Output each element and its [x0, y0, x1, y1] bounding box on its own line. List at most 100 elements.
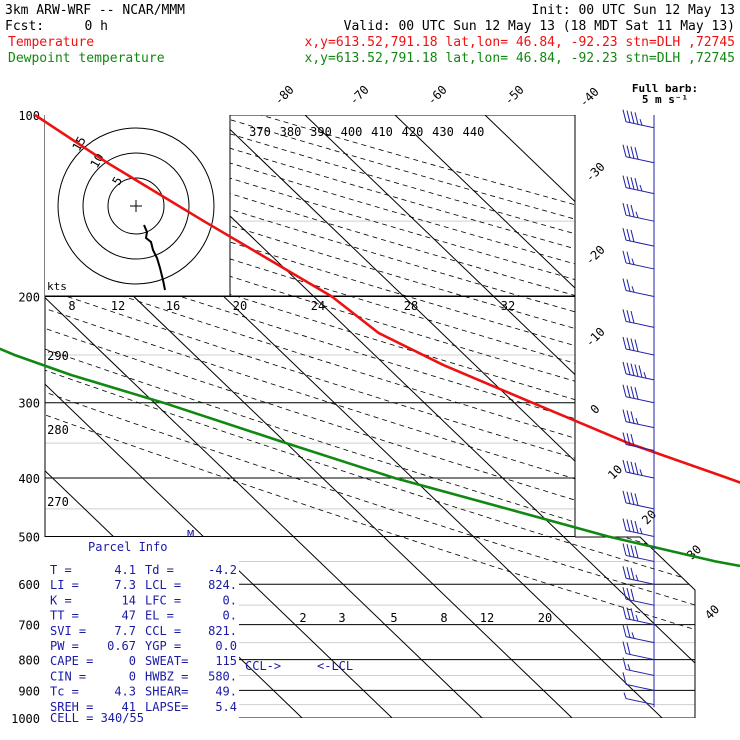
pressure-tick-label: 400 — [18, 472, 40, 486]
wind-barb — [622, 606, 655, 626]
isotherm — [214, 115, 695, 718]
parcel-param-value: 115 — [215, 654, 237, 668]
wind-barb — [622, 175, 655, 195]
wind-barb — [622, 409, 655, 429]
hodograph-axis-label: 12 — [111, 299, 125, 313]
pressure-tick-label: 500 — [18, 530, 40, 544]
dry-adiabat — [45, 115, 695, 718]
parcel-param-name: LCL = — [145, 578, 181, 592]
mixing-ratio-label: 2 — [299, 611, 306, 625]
parcel-param-value: 0.0 — [215, 639, 237, 653]
pressure-tick-label: 700 — [18, 619, 40, 633]
hodograph-trace — [143, 224, 166, 291]
hodograph-ring — [82, 152, 190, 260]
isotherm-label: -60 — [425, 83, 450, 108]
barb-legend-unit: 5 m s⁻¹ — [642, 93, 688, 106]
theta-label: 420 — [402, 125, 424, 139]
hodograph-ring — [57, 127, 215, 285]
theta-label: 410 — [371, 125, 393, 139]
parcel-param-value: -4.2 — [208, 563, 237, 577]
hodograph-axis-label: 8 — [68, 299, 75, 313]
wind-barb — [622, 309, 655, 328]
wind-barb — [622, 624, 655, 644]
parcel-param-name: HWBZ = — [145, 669, 188, 683]
theta-label: 400 — [341, 125, 363, 139]
lcl-marker: <-LCL — [317, 659, 353, 673]
parcel-info-row: T = 4.1 Td = -4.2 — [50, 563, 237, 577]
barb-legend-title: Full barb: — [632, 82, 698, 95]
theta-label: 430 — [432, 125, 454, 139]
parcel-param-name: T = — [50, 563, 72, 577]
pressure-tick-label: 1000 — [11, 712, 40, 726]
wind-barb — [622, 657, 655, 676]
mixing-ratio-label: 5 — [390, 611, 397, 625]
mixing-ratio-label: 8 — [440, 611, 447, 625]
wind-barb — [622, 228, 655, 247]
isotherm-label: -20 — [583, 243, 608, 268]
dry-adiabat — [45, 115, 695, 718]
parcel-param-name: LFC = — [145, 593, 181, 607]
theta-label: 440 — [463, 125, 485, 139]
isotherm-label: -10 — [583, 325, 608, 350]
wind-barb — [623, 692, 655, 706]
parcel-param-name: CCL = — [145, 624, 181, 638]
wind-barb — [622, 432, 655, 451]
hodograph-ring — [107, 177, 165, 235]
theta-label: 270 — [47, 495, 69, 509]
wind-barb — [622, 518, 655, 537]
isotherm-label: 0 — [588, 402, 603, 417]
cell-motion: CELL = 340/55 — [50, 711, 144, 725]
parcel-param-value: 4.1 — [114, 563, 136, 577]
valid-time: Valid: 00 UTC Sun 12 May 13 (18 MDT Sat … — [344, 19, 735, 34]
parcel-param-name: TT = — [50, 609, 79, 623]
isotherm — [45, 115, 483, 718]
dewpoint-meta: x,y=613.52,791.18 lat,lon= 46.84, -92.23… — [305, 51, 735, 66]
isotherm — [45, 115, 393, 718]
hodograph-axis-label: 24 — [311, 299, 325, 313]
wind-barb — [622, 109, 655, 129]
isotherm-label: -80 — [272, 83, 297, 108]
temperature-profile — [34, 113, 740, 484]
parcel-param-value: 0 — [129, 669, 136, 683]
parcel-param-name: YGP = — [145, 639, 181, 653]
parcel-info-row: TT = 47 EL = 0. — [50, 609, 237, 623]
parcel-param-name: CIN = — [50, 669, 86, 683]
dry-adiabat — [45, 115, 695, 718]
m-marker: M — [187, 528, 194, 542]
parcel-info-row: CAPE = 0 SWEAT= 115 — [50, 654, 237, 668]
parcel-param-value: 5.4 — [215, 700, 237, 714]
pressure-tick-label: 600 — [18, 578, 40, 592]
parcel-param-value: 7.7 — [114, 624, 136, 638]
isotherm — [484, 115, 695, 718]
wind-barb — [622, 203, 655, 222]
hodograph-axis-label: 32 — [501, 299, 515, 313]
temperature-legend: Temperature — [8, 35, 94, 50]
parcel-param-name: Tc = — [50, 685, 79, 699]
parcel-param-name: Td = — [145, 563, 174, 577]
parcel-param-value: 824. — [208, 578, 237, 592]
parcel-param-name: SWEAT= — [145, 654, 188, 668]
hodograph-speed-label: kts — [47, 280, 67, 293]
wind-barb — [622, 459, 655, 479]
parcel-param-value: 14 — [122, 593, 136, 607]
wind-barb — [622, 566, 655, 585]
theta-label: 370 — [249, 125, 271, 139]
parcel-param-value: 49. — [215, 685, 237, 699]
dry-adiabat — [45, 115, 695, 718]
dewpoint-profile — [0, 347, 740, 568]
mixing-ratio-label: 20 — [538, 611, 552, 625]
parcel-param-value: 0. — [223, 609, 237, 623]
dry-adiabat — [260, 115, 695, 718]
parcel-param-value: 580. — [208, 669, 237, 683]
mixing-ratio-label: 12 — [480, 611, 494, 625]
theta-label: 390 — [310, 125, 332, 139]
hodograph-axis-label: 16 — [166, 299, 180, 313]
wind-barb — [622, 336, 655, 356]
isotherm-label: 40 — [702, 602, 722, 622]
hodograph-axis-label: 28 — [404, 299, 418, 313]
parcel-param-name: SHEAR= — [145, 685, 188, 699]
wind-barb — [622, 384, 655, 404]
parcel-info-row: PW = 0.67 YGP = 0.0 — [50, 639, 237, 653]
isotherm — [394, 115, 695, 718]
wind-barb — [622, 543, 655, 562]
